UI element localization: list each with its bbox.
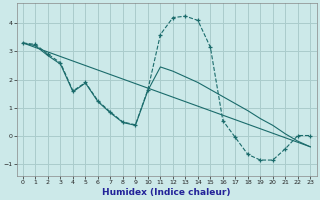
X-axis label: Humidex (Indice chaleur): Humidex (Indice chaleur) <box>102 188 231 197</box>
